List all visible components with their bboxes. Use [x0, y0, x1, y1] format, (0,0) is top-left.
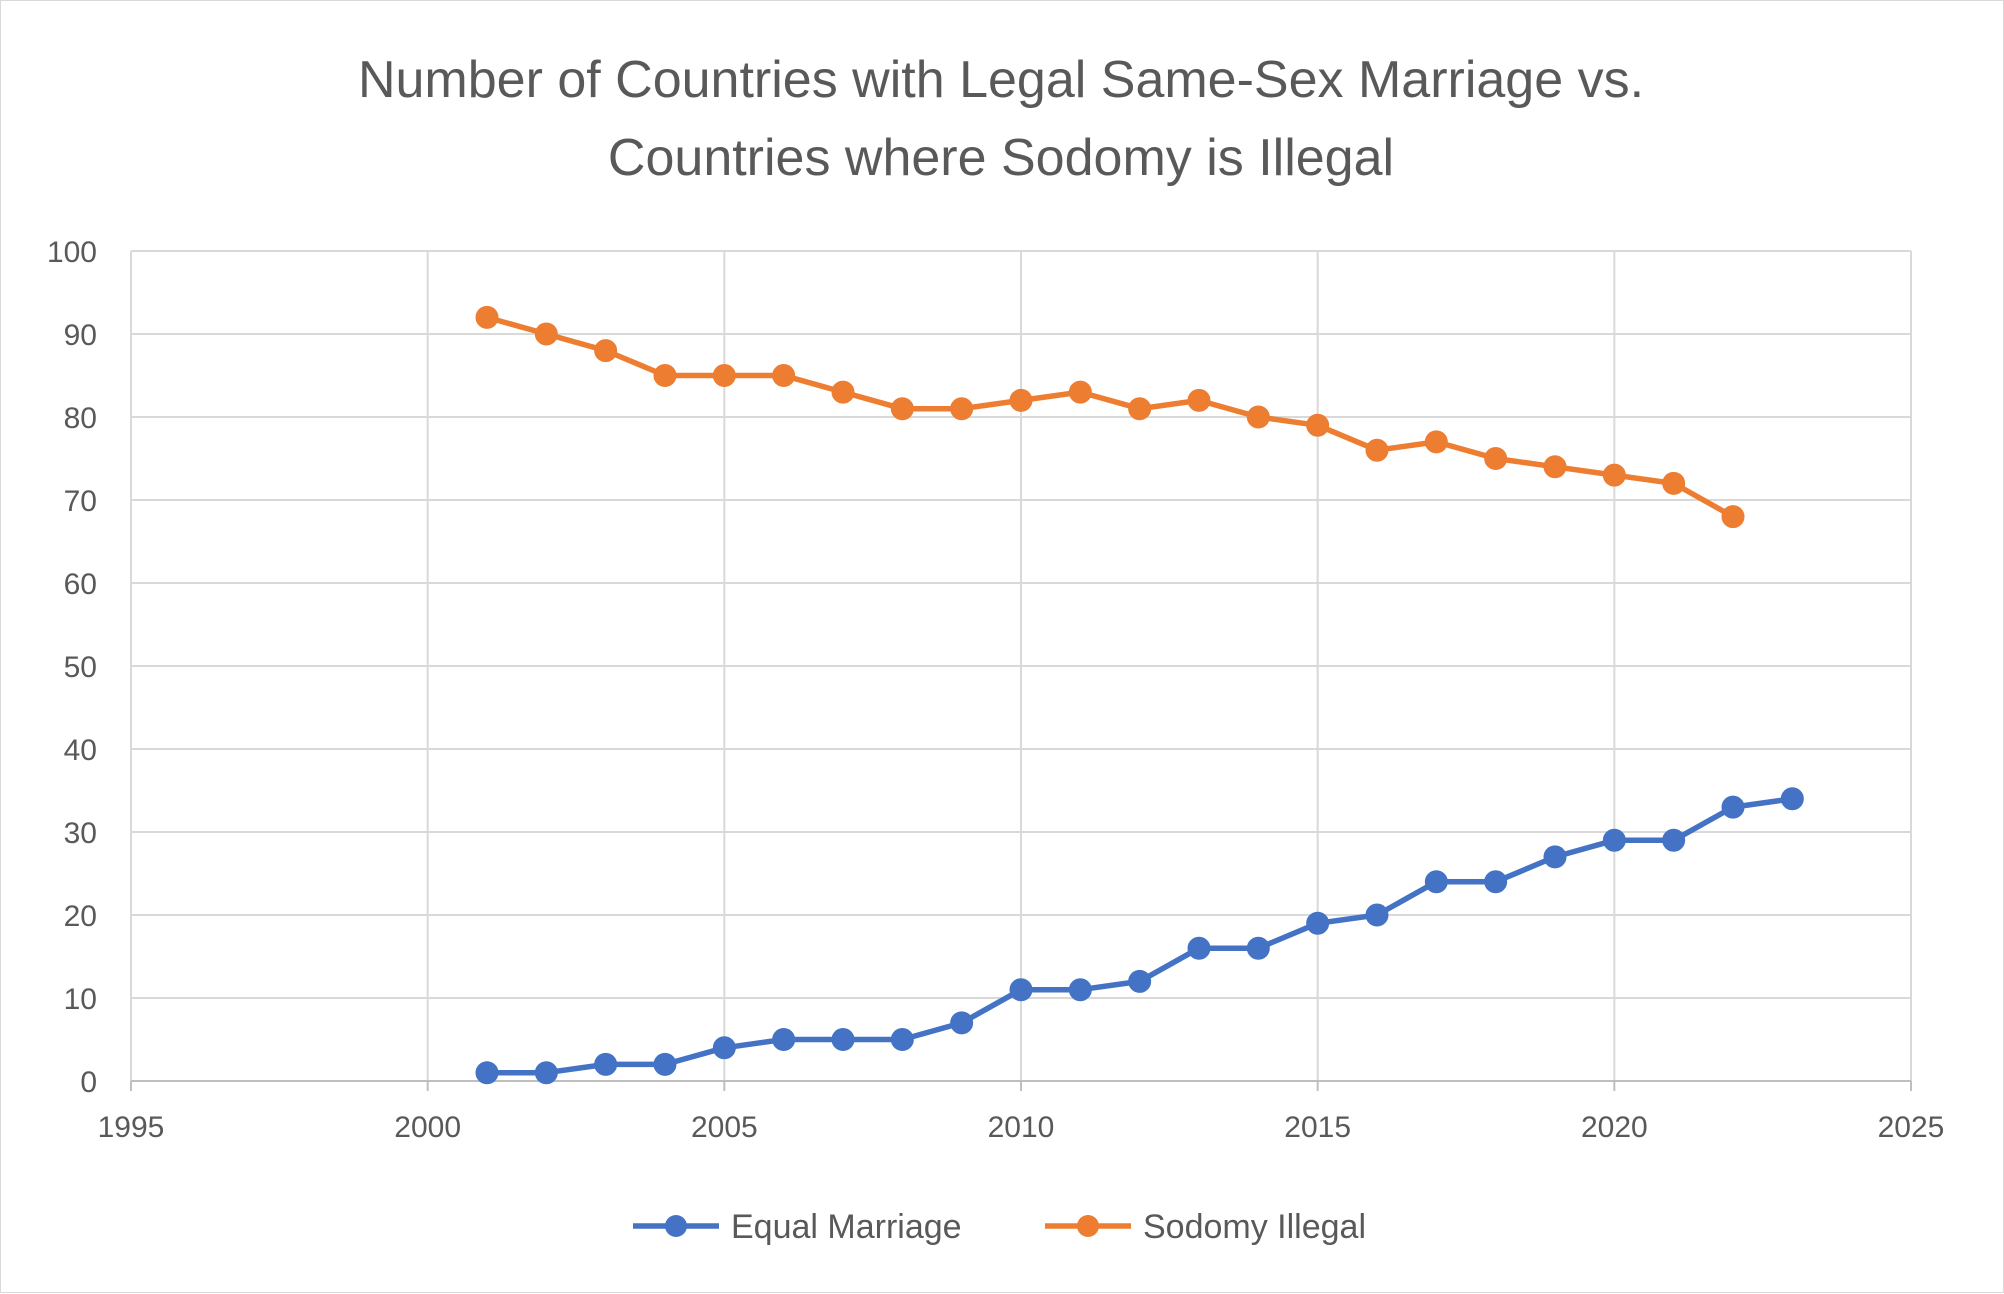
series-sodomy-illegal: [475, 305, 1745, 529]
data-point: [594, 1052, 618, 1076]
data-point: [712, 364, 736, 387]
series-equal-marriage: [475, 787, 1804, 1085]
data-point: [1721, 505, 1745, 529]
y-tick-label: 90: [64, 319, 97, 352]
data-point: [1484, 447, 1508, 470]
data-point: [1246, 405, 1270, 429]
data-point: [1009, 388, 1033, 412]
data-point: [653, 1052, 677, 1076]
data-point: [1068, 978, 1092, 1002]
series-lines: [475, 305, 1804, 1085]
x-tick-label: 1995: [98, 1111, 165, 1144]
chart-title-line-2: Countries where Sodomy is Illegal: [608, 129, 1394, 187]
data-point: [1365, 903, 1389, 927]
data-point: [831, 1028, 855, 1051]
data-point: [1365, 438, 1389, 462]
legend-label: Sodomy Illegal: [1143, 1208, 1366, 1246]
chart-title-line-1: Number of Countries with Legal Same-Sex …: [358, 51, 1644, 109]
x-tick-label: 2005: [691, 1111, 758, 1144]
data-point: [1306, 413, 1330, 437]
legend-item: Sodomy Illegal: [1045, 1208, 1366, 1246]
data-point: [534, 1061, 558, 1085]
data-point: [1424, 870, 1448, 894]
y-tick-label: 40: [64, 734, 97, 767]
x-tick-label: 2025: [1878, 1111, 1945, 1144]
data-point: [1543, 845, 1567, 869]
data-point: [831, 380, 855, 404]
data-point: [1424, 430, 1448, 454]
y-tick-label: 80: [64, 402, 97, 435]
x-tick-label: 2020: [1581, 1111, 1648, 1144]
gridlines: [130, 250, 1912, 1081]
data-point: [1128, 397, 1152, 421]
data-point: [950, 397, 974, 421]
data-point: [1484, 870, 1508, 894]
legend-label: Equal Marriage: [731, 1208, 962, 1246]
data-point: [1662, 828, 1686, 852]
data-point: [1602, 463, 1626, 487]
series-line: [486, 314, 1735, 519]
y-tick-label: 50: [64, 651, 97, 684]
data-point: [890, 397, 914, 421]
y-tick-label: 10: [64, 983, 97, 1016]
y-tick-label: 0: [80, 1066, 97, 1099]
data-point: [1187, 388, 1211, 412]
data-point: [475, 1061, 499, 1085]
y-tick-label: 30: [64, 817, 97, 850]
x-tick-label: 2015: [1284, 1111, 1351, 1144]
data-point: [1780, 787, 1804, 811]
data-point: [594, 339, 618, 363]
data-point: [712, 1036, 736, 1060]
series-line: [487, 796, 1793, 1076]
data-point: [475, 305, 499, 329]
data-point: [950, 1011, 974, 1035]
x-tick-label: 2010: [988, 1111, 1055, 1144]
data-point: [772, 1028, 796, 1051]
data-point: [1068, 380, 1092, 404]
legend: Equal Marriage Sodomy Illegal: [633, 1208, 1366, 1246]
data-point: [1187, 936, 1211, 960]
legend-swatch-marker: [665, 1215, 687, 1237]
tick-labels: 0 10 20 30 40 50 60 70 80 90 100 1995 2000 2005 2010 20…: [47, 236, 1944, 1144]
y-tick-label: 70: [64, 485, 97, 518]
data-point: [1128, 969, 1152, 993]
data-point: [1306, 911, 1330, 935]
data-point: [772, 364, 796, 387]
y-tick-label: 20: [64, 900, 97, 933]
data-point: [534, 322, 558, 346]
data-point: [1662, 471, 1686, 495]
data-point: [1009, 978, 1033, 1002]
data-point: [1543, 455, 1567, 479]
y-tick-label: 60: [64, 568, 97, 601]
axes: [130, 1080, 1912, 1091]
x-tick-label: 2000: [394, 1111, 461, 1144]
data-point: [890, 1028, 914, 1051]
data-point: [1721, 795, 1745, 819]
y-tick-label: 100: [47, 236, 97, 269]
legend-item: Equal Marriage: [633, 1208, 962, 1246]
data-point: [653, 364, 677, 387]
legend-swatch-marker: [1077, 1215, 1099, 1237]
data-point: [1602, 828, 1626, 852]
data-point: [1246, 936, 1270, 960]
